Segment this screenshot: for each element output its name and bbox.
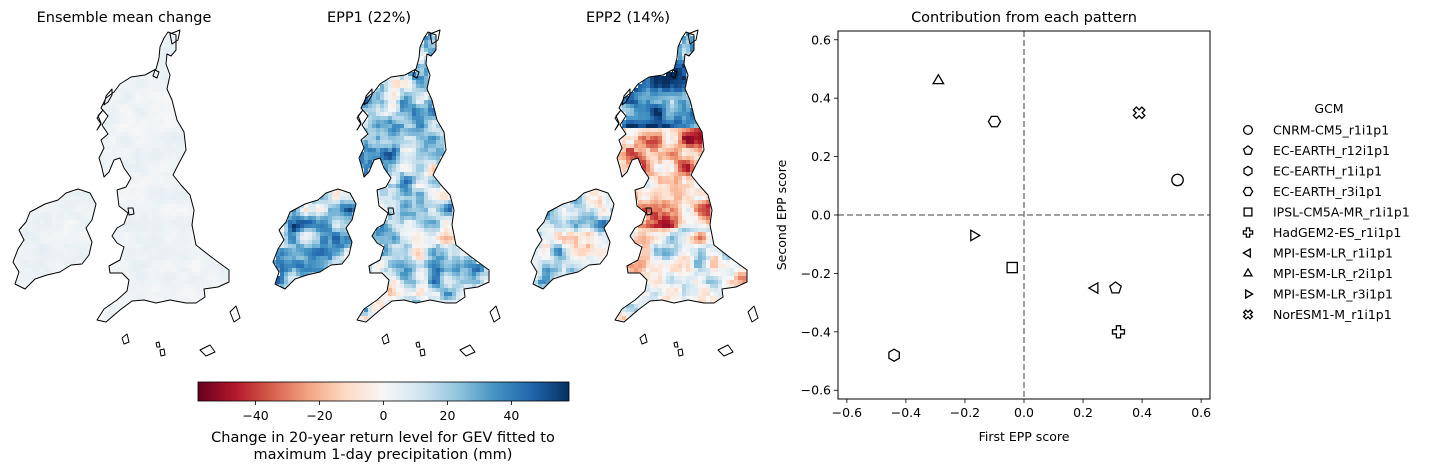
x-tick-label: 0.6 — [1191, 405, 1211, 420]
legend-label: EC-EARTH_r3i1p1 — [1273, 184, 1382, 199]
map-title-ensemble-mean: Ensemble mean change — [37, 10, 212, 26]
legend-label: IPSL-CM5A-MR_r1i1p1 — [1273, 205, 1410, 220]
x-axis-label: First EPP score — [979, 429, 1070, 444]
map-grid-cells — [13, 32, 229, 321]
x-tick-label: −0.4 — [891, 405, 921, 420]
legend-label: HadGEM2-ES_r1i1p1 — [1273, 225, 1401, 240]
data-point — [987, 115, 1002, 128]
map-panel-epp1: EPP1 (22%) — [272, 10, 501, 357]
uk-map-epp2 — [530, 29, 759, 357]
y-tick-label: −0.2 — [801, 266, 831, 281]
y-tick-label: 0.0 — [811, 208, 831, 223]
data-point — [888, 348, 900, 362]
colorbar-gradient — [197, 381, 570, 402]
legend-marker — [1242, 186, 1254, 197]
map-title-epp2: EPP2 (14%) — [586, 10, 670, 26]
legend-marker — [1242, 247, 1251, 259]
y-tick-label: 0.2 — [811, 149, 831, 164]
colorbar-label-line1: Change in 20-year return level for GEV f… — [211, 430, 555, 446]
legend-label: MPI-ESM-LR_r2i1p1 — [1273, 266, 1393, 281]
coastline — [530, 29, 759, 357]
legend-label: EC-EARTH_r12i1p1 — [1273, 143, 1390, 158]
y-tick-label: −0.4 — [801, 324, 831, 339]
legend-marker — [1243, 207, 1253, 217]
data-point — [1171, 173, 1184, 187]
data-point — [1111, 325, 1126, 339]
legend-marker — [1242, 309, 1254, 320]
legend-label: EC-EARTH_r1i1p1 — [1273, 164, 1382, 179]
data-point — [932, 73, 945, 85]
x-tick-label: 0.2 — [1073, 405, 1093, 420]
legend: GCM CNRM-CM5_r1i1p1 EC-EARTH_r12i1p1 EC-EA… — [1242, 101, 1410, 322]
colorbar: −40 −20 0 20 40 Change in 20-year return lev… — [197, 381, 570, 463]
legend-items: CNRM-CM5_r1i1p1 EC-EARTH_r12i1p1 EC-EARTH_… — [1242, 123, 1410, 322]
map-panels: Ensemble mean change EPP1 (22%) EPP2 (14… — [12, 10, 759, 357]
colorbar-tick-label: −40 — [242, 408, 268, 423]
y-tick-label: 0.4 — [811, 91, 831, 106]
legend-label: MPI-ESM-LR_r1i1p1 — [1273, 246, 1393, 261]
legend-label: MPI-ESM-LR_r3i1p1 — [1273, 287, 1393, 302]
plot-frame — [837, 30, 1211, 400]
x-tick-label: −0.2 — [950, 405, 980, 420]
coastline — [272, 29, 501, 357]
map-grid-cells — [273, 32, 489, 321]
chart-title: Contribution from each pattern — [911, 10, 1137, 26]
data-point — [1132, 106, 1146, 120]
scatter-points — [888, 73, 1184, 362]
colorbar-ticks: −40 −20 0 20 40 — [242, 401, 519, 423]
colorbar-tick-label: 40 — [503, 408, 519, 423]
x-tick-label: −0.6 — [832, 405, 862, 420]
data-point — [1006, 261, 1018, 274]
x-tick-label: 0.4 — [1132, 405, 1152, 420]
y-tick-label: −0.6 — [801, 383, 831, 398]
legend-marker — [1242, 145, 1254, 155]
coastline — [12, 29, 241, 357]
legend-marker — [1245, 288, 1254, 300]
legend-marker — [1242, 267, 1254, 277]
colorbar-tick-label: −20 — [306, 408, 332, 423]
map-title-epp1: EPP1 (22%) — [327, 10, 411, 26]
map-panel-ensemble-mean: Ensemble mean change — [12, 10, 241, 357]
uk-map-ensemble-mean — [12, 29, 241, 357]
legend-label: CNRM-CM5_r1i1p1 — [1273, 123, 1389, 138]
x-tick-label: 0.0 — [1014, 405, 1034, 420]
legend-marker — [1243, 165, 1253, 177]
scatter-chart: Contribution from each pattern −0.6 −0.4−… — [774, 10, 1211, 444]
legend-marker — [1242, 227, 1254, 238]
y-tick-label: 0.6 — [811, 32, 831, 47]
legend-label: NorESM1-M_r1i1p1 — [1273, 307, 1392, 322]
colorbar-label-line2: maximum 1-day precipitation (mm) — [254, 447, 513, 463]
colorbar-tick-label: 20 — [440, 408, 456, 423]
scatter-axes: −0.6 −0.4 −0.2 0.0 0.2 0.4 0.6 −0.6 −0.4 −0.2 0.0 0… — [801, 31, 1211, 420]
legend-title: GCM — [1314, 101, 1343, 116]
legend-marker — [1242, 124, 1254, 136]
y-axis-label: Second EPP score — [774, 159, 789, 270]
map-panel-epp2: EPP2 (14%) — [530, 10, 759, 357]
colorbar-tick-label: 0 — [380, 408, 388, 423]
data-point — [1109, 281, 1122, 294]
map-grid-cells — [531, 32, 747, 321]
data-point — [970, 229, 982, 242]
data-point — [1087, 281, 1099, 295]
uk-map-epp1 — [272, 29, 501, 357]
